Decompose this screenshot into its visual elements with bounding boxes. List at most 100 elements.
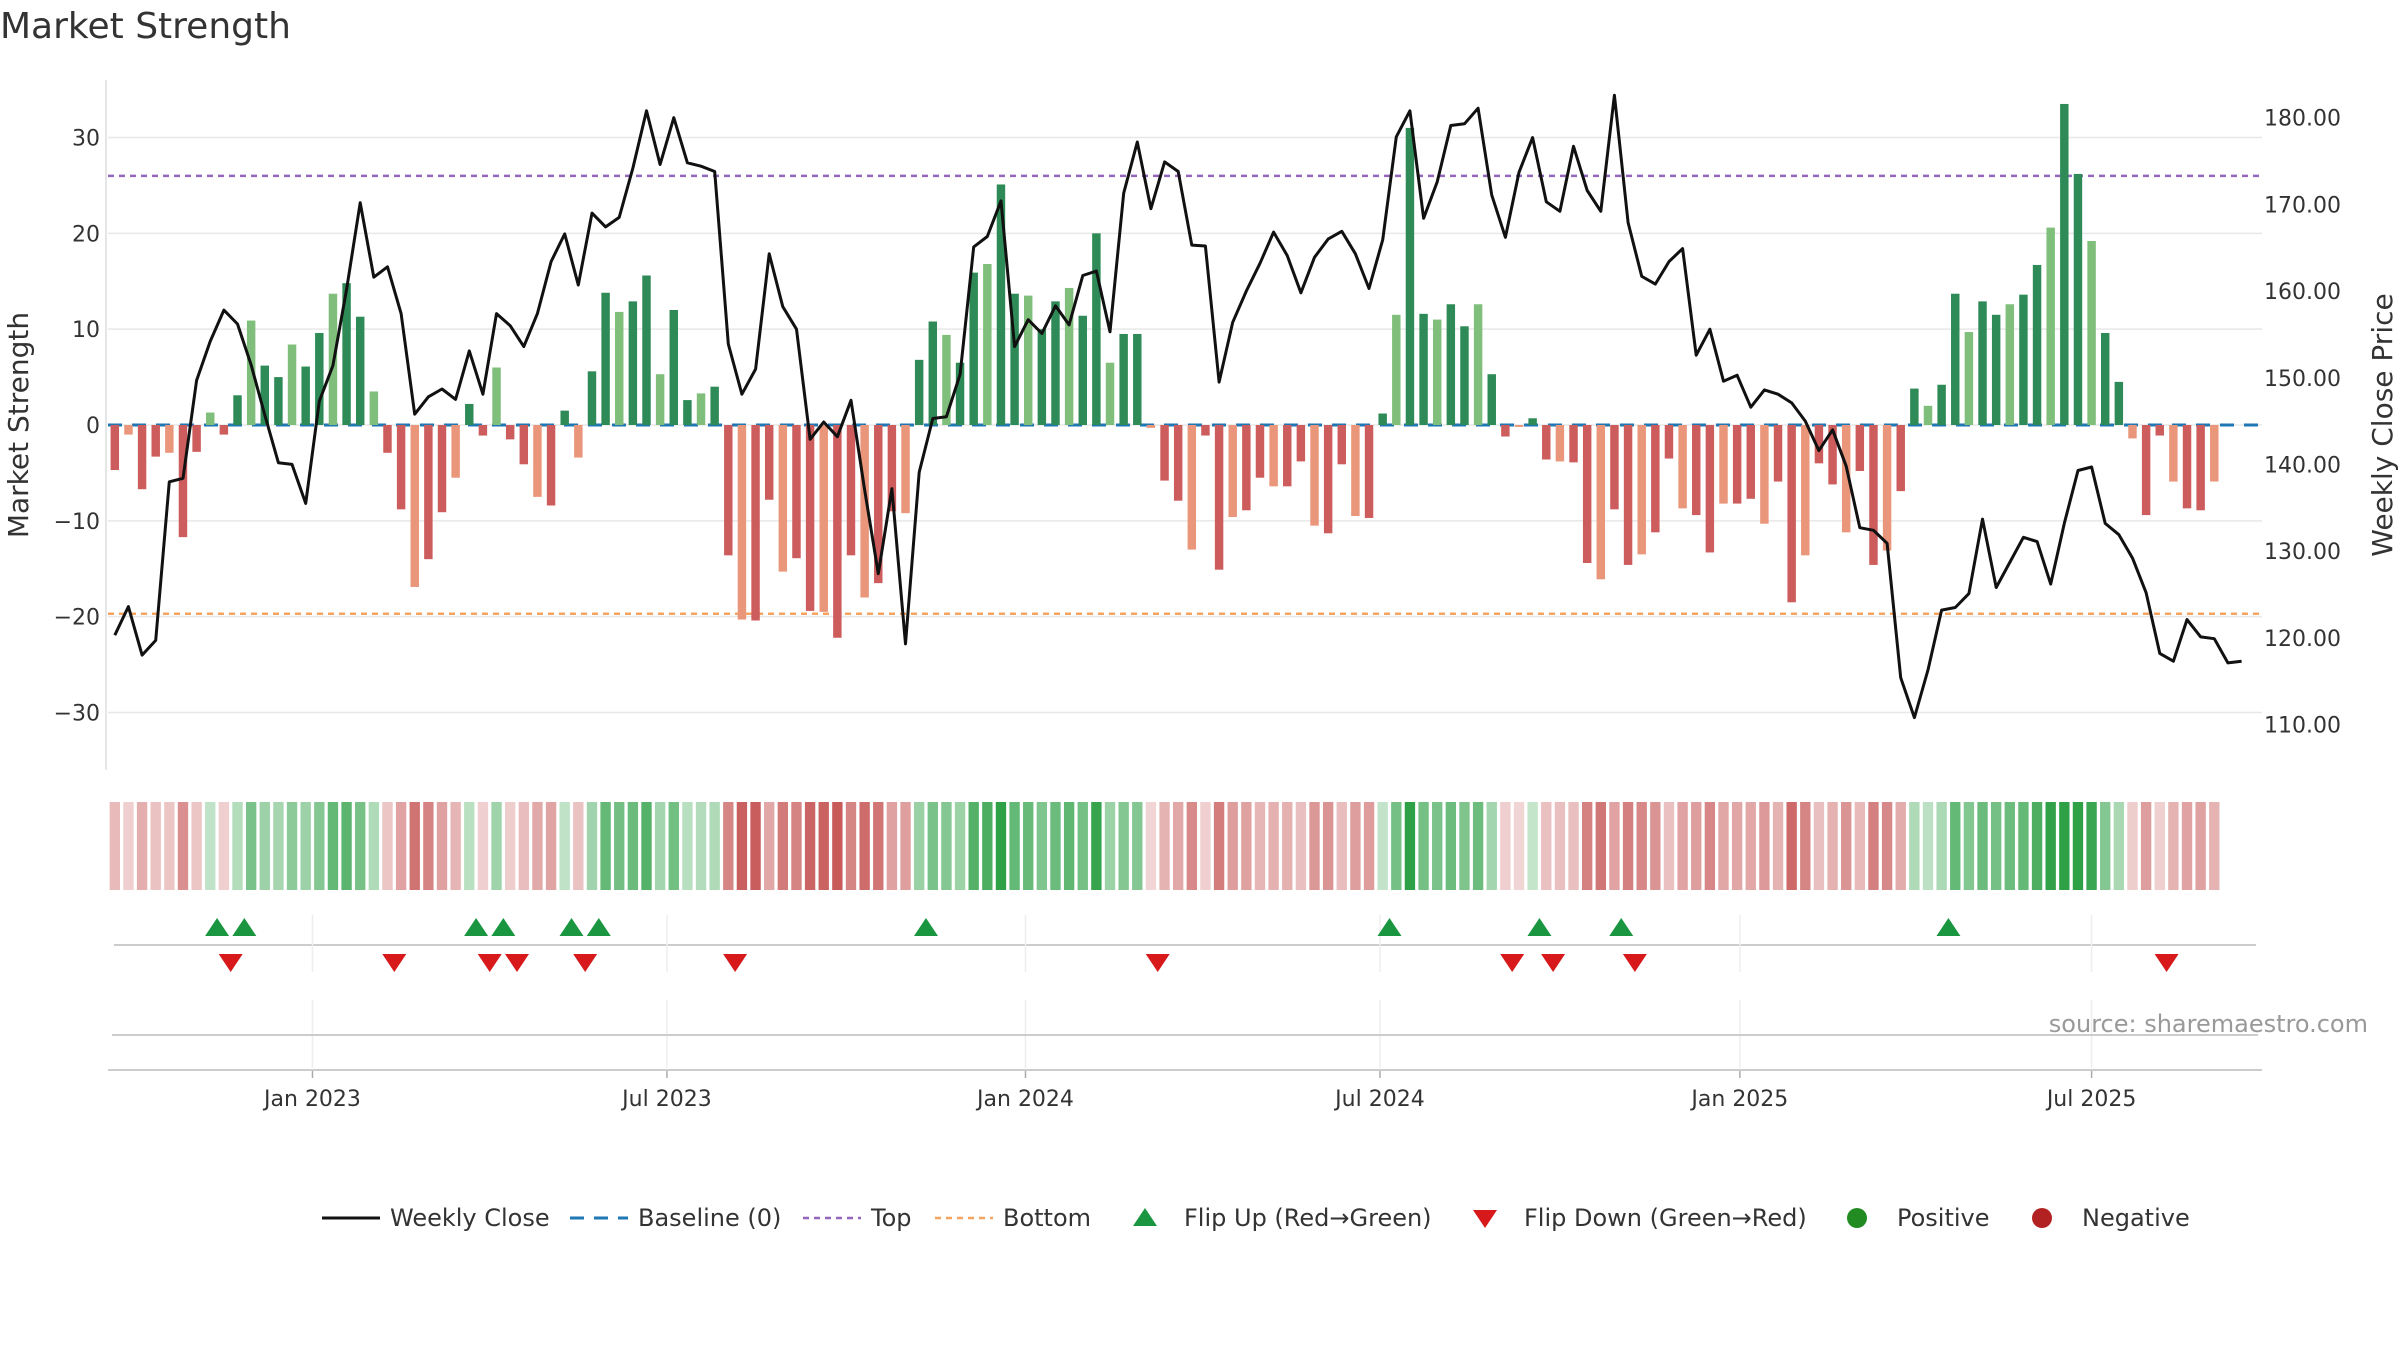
flip-down-marker xyxy=(2154,954,2179,972)
legend-label: Baseline (0) xyxy=(638,1204,781,1232)
strength-bar xyxy=(1732,425,1742,504)
strip-cell xyxy=(1104,802,1116,890)
strength-bar xyxy=(1201,425,1210,436)
strip-cell xyxy=(1091,802,1102,890)
strength-bar xyxy=(505,425,515,440)
strength-bar xyxy=(1392,314,1401,425)
flip-up-marker xyxy=(913,918,938,936)
strength-bar xyxy=(1214,425,1224,570)
y-right-axis-title: Weekly Close Price xyxy=(2366,293,2399,556)
flip-down-marker xyxy=(1622,954,1647,972)
strip-cell xyxy=(709,802,720,890)
flip-down-marker xyxy=(1145,954,1170,972)
strength-bar xyxy=(914,359,924,425)
strip-cell xyxy=(1622,802,1634,890)
strength-bar xyxy=(1173,425,1183,501)
strip-cell xyxy=(682,802,693,890)
x-tick-label: Jul 2024 xyxy=(1333,1087,1425,1112)
strip-cell xyxy=(368,802,380,890)
strip-cell xyxy=(532,802,543,890)
strength-bar xyxy=(1637,425,1646,555)
strength-bar xyxy=(942,334,951,425)
weekly-close-series xyxy=(113,93,2242,720)
legend-baseline: Baseline (0) xyxy=(570,1204,781,1232)
x-axis: Jan 2023 Jul 2023 Jan 2024 Jul 2024 Jan 2025… xyxy=(108,1000,2262,1112)
legend-weekly-close: Weekly Close xyxy=(322,1204,550,1232)
x-tick-label: Jan 2025 xyxy=(1689,1087,1788,1112)
y-right-tick-label: 150.00 xyxy=(2264,367,2341,392)
strength-bar xyxy=(615,311,624,425)
strip-cell xyxy=(1513,802,1525,890)
strip-cell xyxy=(832,802,843,890)
strength-bar xyxy=(1514,425,1524,427)
strip-cell xyxy=(1050,802,1061,890)
strip-cell xyxy=(436,802,448,890)
legend-label: Flip Up (Red→Green) xyxy=(1184,1204,1432,1232)
strip-cell xyxy=(1118,802,1129,890)
flip-up-marker xyxy=(491,918,516,936)
strip-cell xyxy=(559,802,570,890)
strength-bar xyxy=(1160,425,1169,481)
strip-cell xyxy=(1309,802,1320,890)
strip-cell xyxy=(1322,802,1334,890)
strip-cell xyxy=(2031,802,2043,890)
strength-bar xyxy=(683,400,692,425)
strip-cell xyxy=(300,802,311,890)
strip-cell xyxy=(232,802,243,890)
strip-cell xyxy=(1391,802,1402,890)
strip-cell xyxy=(136,802,148,890)
strength-bar xyxy=(1705,425,1715,553)
strength-bar xyxy=(342,283,351,425)
strip-cell xyxy=(314,802,325,890)
strip-cell xyxy=(2072,802,2084,890)
strip-cell xyxy=(1186,802,1197,890)
strength-bar xyxy=(2060,103,2069,425)
strength-bar xyxy=(1964,332,1974,425)
strip-cell xyxy=(123,802,134,890)
legend-top: Top xyxy=(803,1204,912,1232)
strength-bar xyxy=(110,425,120,471)
strip-cell xyxy=(191,802,202,890)
x-tick-label: Jan 2023 xyxy=(262,1087,361,1112)
strength-bar xyxy=(1037,329,1047,425)
weekly-close-line xyxy=(113,93,2242,720)
strength-bar xyxy=(1446,304,1456,425)
strength-bar xyxy=(410,425,419,587)
y-left-tick-label: 10 xyxy=(72,318,100,343)
strength-bar xyxy=(2182,425,2192,509)
strip-cell xyxy=(723,802,734,890)
strength-bar xyxy=(696,393,706,425)
strength-bar xyxy=(2100,333,2110,425)
strength-bar xyxy=(1801,425,1810,556)
strip-cell xyxy=(1432,802,1443,890)
strength-bar xyxy=(792,425,801,559)
strip-cell xyxy=(968,802,979,890)
strength-bar xyxy=(983,264,992,425)
strength-bar xyxy=(2128,425,2137,439)
strip-cell xyxy=(573,802,584,890)
strength-bar xyxy=(1841,425,1851,533)
strength-bar xyxy=(206,412,215,425)
strength-bar xyxy=(778,425,788,572)
strip-cell xyxy=(913,802,925,890)
strip-cell xyxy=(1445,802,1457,890)
strip-cell xyxy=(1159,802,1170,890)
x-tick-label: Jul 2025 xyxy=(2045,1087,2137,1112)
strength-bar xyxy=(2019,294,2028,425)
strip-cell xyxy=(464,802,475,890)
strip-cell xyxy=(1800,802,1811,890)
strip-cell xyxy=(1977,802,1988,890)
strip-cell xyxy=(1595,802,1606,890)
strength-bar xyxy=(560,410,569,425)
strip-cell xyxy=(382,802,393,890)
strength-bar xyxy=(274,377,283,425)
strip-cell xyxy=(2018,802,2029,890)
strength-bar xyxy=(260,365,270,425)
strip-cell xyxy=(600,802,611,890)
strength-bar xyxy=(151,425,160,457)
strip-cell xyxy=(409,802,420,890)
strength-bar xyxy=(233,395,242,425)
strip-cell xyxy=(245,802,257,890)
strip-cell xyxy=(2168,802,2179,890)
y-right-tick-label: 170.00 xyxy=(2264,193,2341,218)
